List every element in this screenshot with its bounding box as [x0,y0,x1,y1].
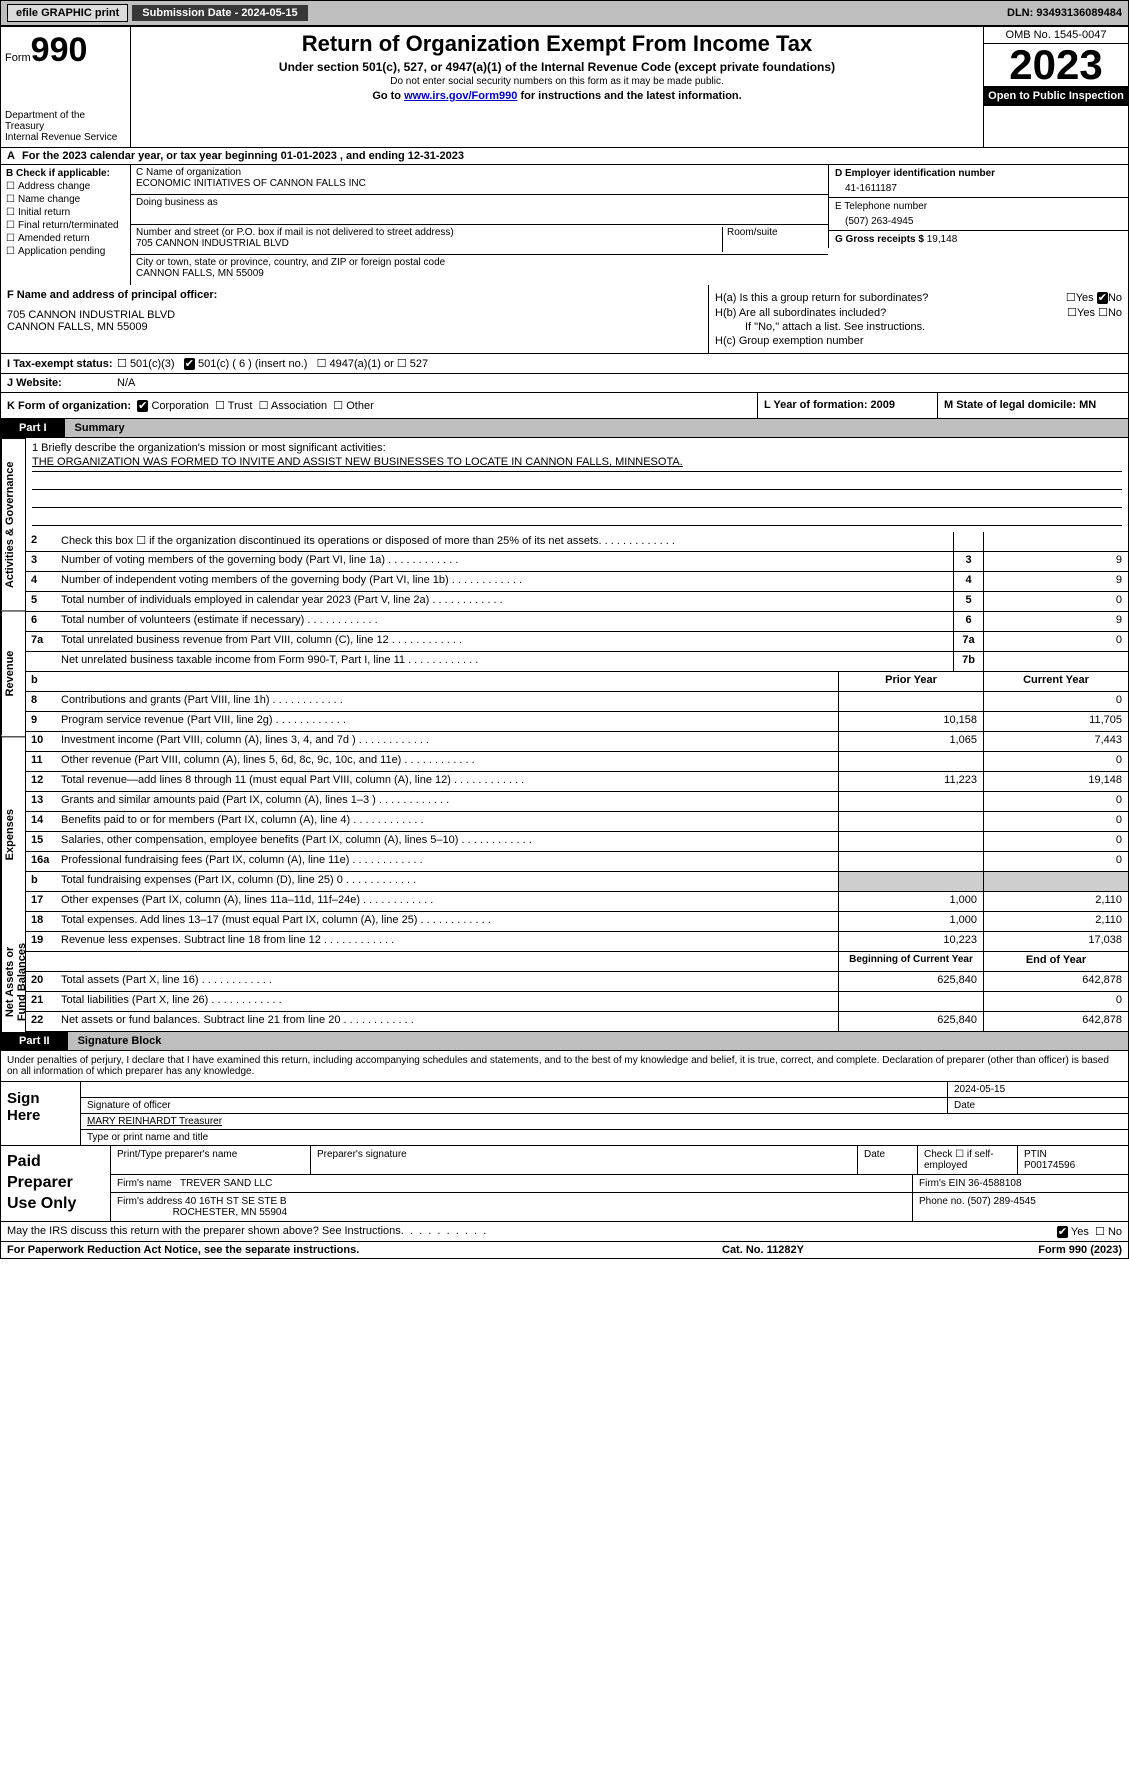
part-1-header: Part I Summary [0,419,1129,438]
g-gross: G Gross receipts $ 19,148 [828,231,1128,248]
paid-preparer-block: Paid Preparer Use Only Print/Type prepar… [0,1146,1129,1222]
e-phone: E Telephone number (507) 263-4945 [828,198,1128,231]
summary-row: 6Total number of volunteers (estimate if… [26,612,1128,632]
top-bar: efile GRAPHIC print Submission Date - 20… [0,0,1129,26]
entity-info-block: B Check if applicable: Address change Na… [0,165,1129,285]
c-address-cell: Number and street (or P.O. box if mail i… [136,227,723,252]
row-j-website: J Website: N/A [0,374,1129,393]
sign-here-block: Sign Here 2024-05-15 Signature of office… [0,1081,1129,1146]
d-ein: D Employer identification number 41-1611… [828,165,1128,198]
summary-row: 15Salaries, other compensation, employee… [26,832,1128,852]
dept-treasury: Department of the Treasury [5,110,126,132]
chk-address-change[interactable]: Address change [6,181,125,192]
mission-block: 1 Briefly describe the organization's mi… [26,438,1128,532]
tax-year: 2023 [984,44,1128,86]
summary-row: 22Net assets or fund balances. Subtract … [26,1012,1128,1032]
m-domicile: M State of legal domicile: MN [938,393,1128,418]
h-c-row: H(c) Group exemption number [715,335,1122,347]
irs-label: Internal Revenue Service [5,132,126,143]
summary-row: 9Program service revenue (Part VIII, lin… [26,712,1128,732]
c-city-cell: City or town, state or province, country… [131,255,828,285]
c-room-cell: Room/suite [723,227,823,252]
dln: DLN: 93493136089484 [1007,7,1122,19]
summary-row: bTotal fundraising expenses (Part IX, co… [26,872,1128,892]
bottom-line: For Paperwork Reduction Act Notice, see … [0,1242,1129,1259]
summary-row: 20Total assets (Part X, line 16)625,8406… [26,972,1128,992]
h-b-row: H(b) Are all subordinates included? ☐Yes… [715,306,1122,319]
summary-row: 2Check this box ☐ if the organization di… [26,532,1128,552]
irs-link[interactable]: www.irs.gov/Form990 [404,90,517,102]
discuss-row: May the IRS discuss this return with the… [0,1222,1129,1242]
rev-header-row: b Prior Year Current Year [26,672,1128,692]
chk-name-change[interactable]: Name change [6,194,125,205]
row-k-l-m: K Form of organization: ✔ Corporation ☐ … [0,393,1129,419]
summary-table: Activities & Governance Revenue Expenses… [0,438,1129,1032]
sidebar-expenses: Expenses [1,736,26,931]
summary-row: 21Total liabilities (Part X, line 26)0 [26,992,1128,1012]
summary-row: 7aTotal unrelated business revenue from … [26,632,1128,652]
chk-app-pending[interactable]: Application pending [6,246,125,257]
submission-date: Submission Date - 2024-05-15 [132,5,307,21]
row-a-tax-year: A For the 2023 calendar year, or tax yea… [0,148,1129,165]
summary-row: 18Total expenses. Add lines 13–17 (must … [26,912,1128,932]
form-number: Form990 [5,31,126,70]
summary-row: 5Total number of individuals employed in… [26,592,1128,612]
subtitle-2: Do not enter social security numbers on … [135,76,979,87]
summary-row: 16aProfessional fundraising fees (Part I… [26,852,1128,872]
summary-row: Net unrelated business taxable income fr… [26,652,1128,672]
form-title: Return of Organization Exempt From Incom… [135,31,979,57]
h-b-note: If "No," attach a list. See instructions… [715,321,1122,333]
l-year-formation: L Year of formation: 2009 [758,393,938,418]
summary-row: 11Other revenue (Part VIII, column (A), … [26,752,1128,772]
chk-final-return[interactable]: Final return/terminated [6,220,125,231]
chk-initial-return[interactable]: Initial return [6,207,125,218]
chk-amended[interactable]: Amended return [6,233,125,244]
form-header: Form990 Department of the Treasury Inter… [0,26,1129,148]
c-name-cell: C Name of organization ECONOMIC INITIATI… [131,165,828,195]
summary-row: 3Number of voting members of the governi… [26,552,1128,572]
net-header-row: Beginning of Current Year End of Year [26,952,1128,972]
summary-row: 19Revenue less expenses. Subtract line 1… [26,932,1128,952]
sidebar-governance: Activities & Governance [1,438,26,610]
row-i-exempt: I Tax-exempt status: ☐ 501(c)(3) ✔ 501(c… [0,354,1129,374]
open-public-badge: Open to Public Inspection [984,86,1128,106]
sidebar-net: Net Assets or Fund Balances [1,931,26,1032]
summary-row: 17Other expenses (Part IX, column (A), l… [26,892,1128,912]
summary-row: 12Total revenue—add lines 8 through 11 (… [26,772,1128,792]
summary-row: 4Number of independent voting members of… [26,572,1128,592]
sidebar-revenue: Revenue [1,610,26,735]
efile-print-button[interactable]: efile GRAPHIC print [7,4,128,22]
penalty-text: Under penalties of perjury, I declare th… [0,1051,1129,1081]
h-a-row: H(a) Is this a group return for subordin… [715,291,1122,304]
c-dba-cell: Doing business as [131,195,828,225]
row-f-h: F Name and address of principal officer:… [0,285,1129,354]
subtitle-3: Go to www.irs.gov/Form990 for instructio… [135,90,979,102]
summary-row: 14Benefits paid to or for members (Part … [26,812,1128,832]
summary-row: 10Investment income (Part VIII, column (… [26,732,1128,752]
summary-row: 13Grants and similar amounts paid (Part … [26,792,1128,812]
summary-row: 8Contributions and grants (Part VIII, li… [26,692,1128,712]
b-label: B Check if applicable: [6,168,125,179]
subtitle-1: Under section 501(c), 527, or 4947(a)(1)… [135,60,979,74]
f-officer: F Name and address of principal officer: [7,289,702,301]
part-2-header: Part II Signature Block [0,1032,1129,1051]
